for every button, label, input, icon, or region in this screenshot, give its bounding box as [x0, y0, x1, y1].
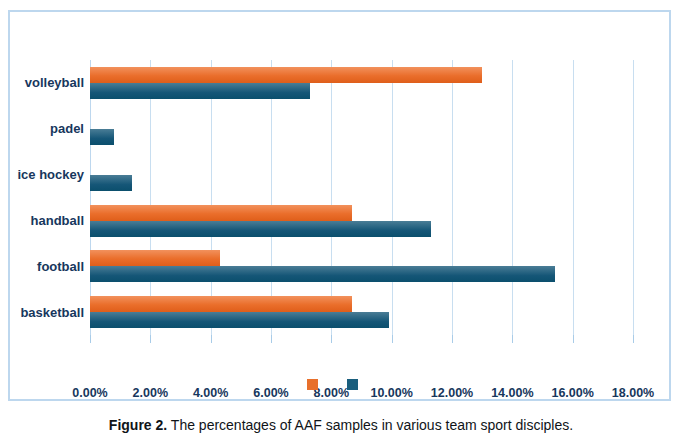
- category-label-football: football: [10, 243, 84, 289]
- plot-area: [90, 60, 633, 335]
- gridline: [392, 60, 393, 335]
- bar-volleyball-blue: [90, 83, 310, 99]
- legend-swatch-orange: [307, 379, 318, 390]
- gridline: [633, 60, 634, 335]
- bar-handball-orange: [90, 205, 352, 221]
- x-tick-label: 16.00%: [541, 386, 605, 400]
- x-tick-label: 14.00%: [480, 386, 544, 400]
- gridline: [573, 60, 574, 335]
- bar-ice-hockey-blue: [90, 175, 132, 191]
- category-label-padel: padel: [10, 106, 84, 152]
- category-label-handball: handball: [10, 198, 84, 244]
- bar-basketball-blue: [90, 312, 389, 328]
- bar-basketball-orange: [90, 296, 352, 312]
- gridline: [452, 60, 453, 335]
- gridline: [512, 60, 513, 335]
- axis-tick: [512, 335, 513, 343]
- bar-handball-blue: [90, 221, 431, 237]
- x-tick-label: 0.00%: [58, 386, 122, 400]
- axis-tick: [150, 335, 151, 343]
- gridline: [150, 60, 151, 335]
- category-label-basketball: basketball: [10, 289, 84, 335]
- figure: volleyballpadelice hockeyhandballfootbal…: [0, 0, 682, 446]
- bar-football-orange: [90, 250, 220, 266]
- axis-tick: [573, 335, 574, 343]
- caption-text: The percentages of AAF samples in variou…: [167, 417, 573, 433]
- gridline: [331, 60, 332, 335]
- category-label-ice-hockey: ice hockey: [10, 152, 84, 198]
- x-tick-label: 2.00%: [118, 386, 182, 400]
- bar-volleyball-orange: [90, 67, 482, 83]
- gridline: [271, 60, 272, 335]
- bar-football-blue: [90, 266, 555, 282]
- gridline: [211, 60, 212, 335]
- axis-tick: [452, 335, 453, 343]
- legend-swatch-blue: [347, 379, 358, 390]
- x-tick-label: 18.00%: [601, 386, 665, 400]
- bar-chart: volleyballpadelice hockeyhandballfootbal…: [8, 10, 671, 401]
- x-tick-label: 12.00%: [420, 386, 484, 400]
- axis-tick: [90, 335, 91, 343]
- axis-tick: [392, 335, 393, 343]
- figure-caption: Figure 2. The percentages of AAF samples…: [0, 417, 682, 433]
- axis-tick: [211, 335, 212, 343]
- x-tick-label: 6.00%: [239, 386, 303, 400]
- caption-label: Figure 2.: [109, 417, 167, 433]
- category-axis-line: [90, 60, 91, 335]
- bar-padel-blue: [90, 129, 114, 145]
- axis-tick: [331, 335, 332, 343]
- category-label-volleyball: volleyball: [10, 60, 84, 106]
- x-tick-label: 4.00%: [179, 386, 243, 400]
- axis-tick: [633, 335, 634, 343]
- x-tick-label: 10.00%: [360, 386, 424, 400]
- axis-tick: [271, 335, 272, 343]
